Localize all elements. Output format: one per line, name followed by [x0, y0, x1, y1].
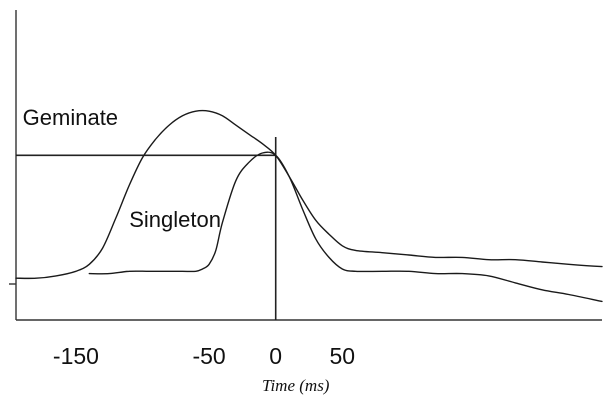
series-labels: Geminate Singleton — [23, 105, 221, 232]
series-label-singleton: Singleton — [129, 207, 221, 232]
x-axis-label: Time (ms) — [262, 376, 330, 395]
series-group — [15, 109, 603, 303]
x-tick-label: -150 — [53, 343, 99, 369]
x-tick-labels: -150 -50 0 50 — [53, 343, 355, 369]
series-line-geminate — [15, 109, 603, 280]
series-line-singleton — [88, 151, 603, 303]
x-tick-label: -50 — [192, 343, 225, 369]
reference-lines — [16, 137, 277, 320]
x-tick-label: 0 — [269, 343, 282, 369]
series-label-geminate: Geminate — [23, 105, 118, 130]
axes — [9, 10, 602, 321]
x-tick-label: 50 — [329, 343, 355, 369]
